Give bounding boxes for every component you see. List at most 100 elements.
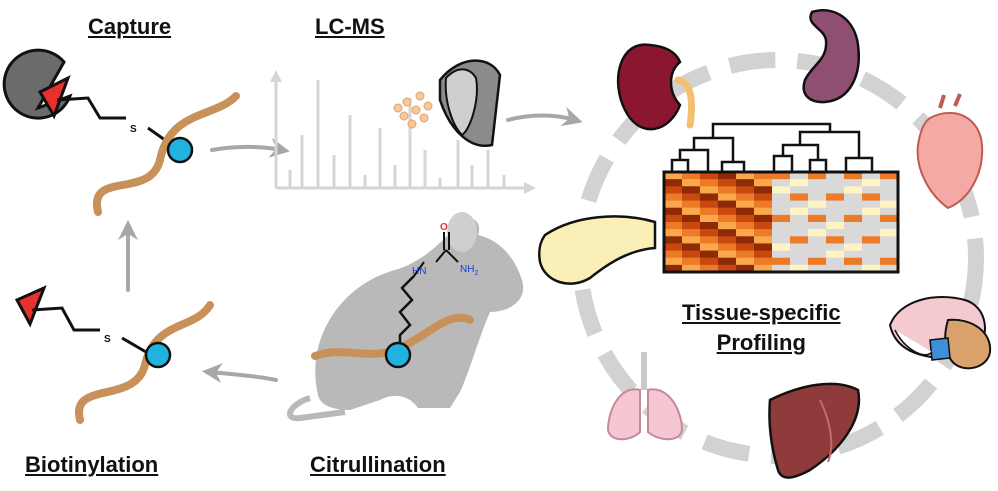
- heatmap-cell: [754, 264, 773, 273]
- sulfur-atom: S: [130, 124, 137, 135]
- heatmap-cell: [700, 222, 719, 230]
- heatmap-cell: [736, 222, 755, 230]
- heatmap-cell: [880, 186, 899, 194]
- heatmap-cell: [682, 186, 701, 194]
- heatmap-cell: [664, 222, 683, 230]
- heatmap-cell: [718, 222, 737, 230]
- heatmap-cell: [736, 236, 755, 244]
- heatmap-cell: [718, 243, 737, 252]
- heatmap-cell: [700, 207, 719, 216]
- heatmap-cell: [844, 179, 863, 187]
- heatmap-cell: [700, 172, 719, 180]
- heatmap-cell: [844, 236, 863, 244]
- kidney-icon: [616, 43, 695, 131]
- heatmap-cell: [862, 229, 881, 237]
- heatmap-cell: [844, 186, 863, 194]
- lcms-label: LC-MS: [315, 14, 385, 39]
- heatmap-cell: [754, 179, 773, 187]
- heatmap-cell: [736, 172, 755, 180]
- heatmap-cell: [790, 186, 809, 194]
- heatmap-cell: [826, 257, 845, 266]
- heatmap-cell: [862, 243, 881, 252]
- heatmap-cell: [790, 243, 809, 252]
- heatmap-cell: [880, 257, 899, 266]
- heatmap-cell: [736, 250, 755, 259]
- heatmap-cell: [862, 222, 881, 230]
- heatmap-cell: [844, 264, 863, 273]
- citrulline-residue-icon: [384, 341, 412, 369]
- heatmap-cell: [790, 236, 809, 244]
- heatmap-cell: [772, 257, 791, 266]
- heart-icon: [916, 93, 984, 210]
- nh2-subscript: 2: [474, 270, 478, 277]
- brain-icon: [888, 296, 992, 370]
- heatmap-cell: [808, 236, 827, 244]
- heatmap-cell: [754, 243, 773, 252]
- heatmap-cell: [736, 200, 755, 209]
- heatmap-cell: [700, 250, 719, 259]
- heatmap-cell: [844, 200, 863, 209]
- heatmap-cell: [718, 250, 737, 259]
- heatmap-cell: [880, 264, 899, 273]
- heatmap-cell: [664, 236, 683, 244]
- heatmap-cell: [862, 186, 881, 194]
- heatmap-cell: [736, 229, 755, 237]
- dendrogram: [670, 122, 874, 172]
- heatmap-cell: [736, 193, 755, 202]
- heatmap-cell: [718, 207, 737, 216]
- pancreas-icon: [537, 215, 657, 285]
- heatmap-cell: [718, 257, 737, 266]
- heatmap-cell: [664, 186, 683, 194]
- tissue-label-line1: Tissue-specific: [682, 300, 841, 325]
- heatmap-cell: [664, 264, 683, 273]
- heatmap-cell: [790, 214, 809, 223]
- heatmap-cell: [772, 222, 791, 230]
- heatmap-cell: [682, 264, 701, 273]
- heatmap-cell: [664, 257, 683, 266]
- tissue-label-line2: Profiling: [716, 330, 806, 355]
- heatmap-cell: [826, 207, 845, 216]
- heatmap-cell: [700, 200, 719, 209]
- heatmap-cell: [808, 172, 827, 180]
- heatmap-cell: [844, 172, 863, 180]
- heatmap-cell: [808, 200, 827, 209]
- heatmap-cell: [790, 179, 809, 187]
- nh2-text: NH: [460, 264, 474, 275]
- heatmap-cell: [790, 257, 809, 266]
- capture-group: S: [2, 48, 240, 216]
- residue-icon-2: [144, 341, 172, 369]
- heatmap-cell: [862, 172, 881, 180]
- heatmap-cell: [682, 222, 701, 230]
- heatmap-cell: [682, 207, 701, 216]
- heatmap-cell: [682, 193, 701, 202]
- peptide-chain: [92, 92, 240, 216]
- ms-spectrum: [270, 70, 536, 194]
- heatmap-cell: [862, 236, 881, 244]
- heatmap: [662, 170, 900, 274]
- heatmap-cell: [880, 222, 899, 230]
- heatmap-cell: [826, 179, 845, 187]
- heatmap-cell: [772, 193, 791, 202]
- linker: [56, 96, 126, 120]
- heatmap-cell: [790, 200, 809, 209]
- heatmap-cell: [700, 179, 719, 187]
- heatmap-cell: [718, 172, 737, 180]
- heatmap-cell: [700, 264, 719, 273]
- heatmap-cell: [808, 264, 827, 273]
- heatmap-cell: [772, 236, 791, 244]
- heatmap-cell: [862, 193, 881, 202]
- heatmap-cell: [844, 243, 863, 252]
- biotin-tag-icon: [14, 285, 47, 328]
- heatmap-cell: [682, 229, 701, 237]
- heatmap-cell: [718, 179, 737, 187]
- spleen-icon: [802, 9, 860, 104]
- biotinylation-group: S: [14, 285, 214, 424]
- citrullination-label: Citrullination: [310, 452, 446, 477]
- heatmap-cell: [718, 229, 737, 237]
- heatmap-cell: [718, 236, 737, 244]
- heatmap-cell: [880, 193, 899, 202]
- heatmap-cell: [664, 250, 683, 259]
- heatmap-cell: [862, 257, 881, 266]
- heatmap-cell: [754, 214, 773, 223]
- heatmap-cell: [862, 207, 881, 216]
